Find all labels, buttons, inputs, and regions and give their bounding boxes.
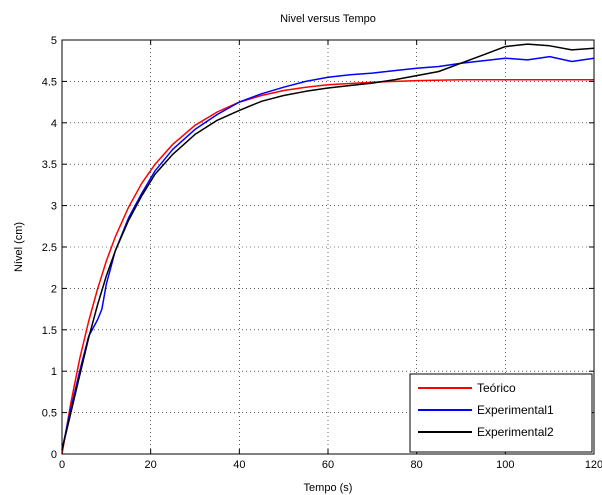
y-tick-label: 5 [51,35,57,47]
x-tick-label: 20 [145,459,157,471]
x-tick-label: 40 [233,459,245,471]
legend: Teórico Experimental1 Experimental2 [409,373,593,453]
x-tick-label: 100 [496,459,514,471]
y-tick-label: 1 [51,366,57,378]
series-line-experimental2 [61,43,595,451]
y-axis-label: Nível (cm) [13,222,25,272]
series-line-experimental1 [61,55,595,451]
y-tick-label: 4.5 [42,76,57,88]
y-tick-label: 1.5 [42,325,57,337]
legend-label: Experimental2 [477,425,554,439]
y-tick-label: 3.5 [42,159,57,171]
y-tick-label: 2.5 [42,242,57,254]
y-tick-label: 3 [51,201,57,213]
legend-label: Teórico [477,381,516,395]
x-tick-label: 80 [411,459,423,471]
y-tick-label: 0 [51,449,57,461]
y-tick-label: 4 [51,118,57,130]
y-tick-label: 0.5 [42,408,57,420]
series-lines [61,43,595,455]
axis-ticks [61,39,595,455]
chart-title: Nivel versus Tempo [280,13,376,25]
x-axis-label: Tempo (s) [304,482,353,494]
x-tick-label: 120 [585,459,602,471]
x-tick-label: 0 [59,459,65,471]
legend-label: Experimental1 [477,403,554,417]
y-tick-label: 2 [51,283,57,295]
x-tick-label: 60 [322,459,334,471]
series-line-te-rico [61,78,594,455]
